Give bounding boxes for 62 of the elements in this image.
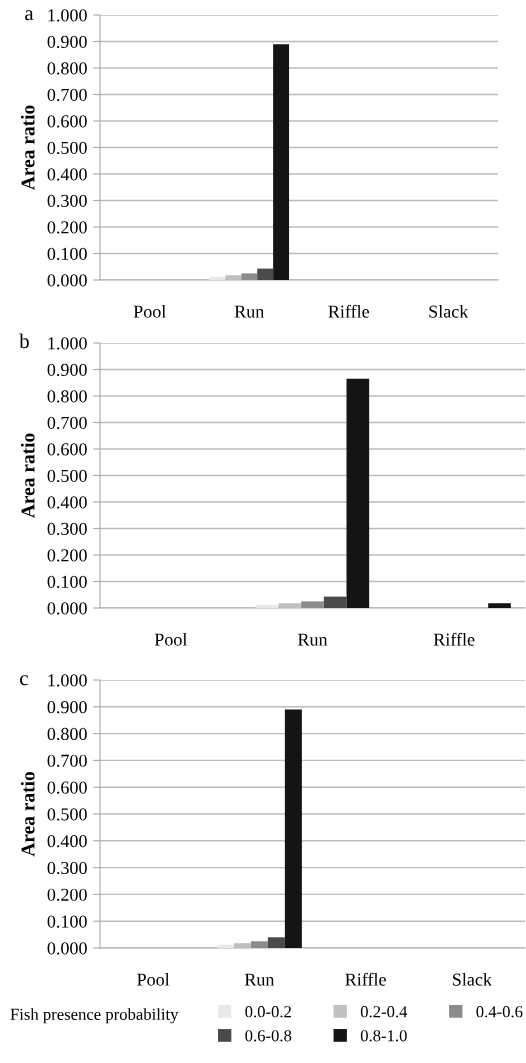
y-tick-label: 1.000: [48, 674, 87, 687]
x-tick-label: Riffle: [328, 304, 370, 318]
y-tick-label: 0.800: [47, 727, 87, 741]
y-tick-label: 0.400: [47, 496, 87, 509]
y-tick-label: 0.000: [47, 942, 87, 955]
bar: [323, 596, 347, 608]
legend-label: 0.8-1.0: [360, 1030, 407, 1042]
y-tick-label: 0.500: [47, 141, 87, 155]
x-tick-label: Pool: [137, 973, 170, 986]
y-tick-label: 0.300: [47, 522, 87, 536]
x-tick-label: Run: [244, 973, 275, 986]
legend-label: 0.4-0.6: [476, 1006, 523, 1018]
y-tick-label: 0.200: [47, 549, 87, 562]
legend-label: 0.2-0.4: [360, 1006, 408, 1018]
y-tick-label: 0.200: [47, 888, 87, 901]
y-tick-label: 0.100: [47, 575, 87, 589]
bar: [301, 601, 324, 608]
x-tick-label: Run: [234, 305, 265, 318]
y-tick-label: 0.700: [47, 416, 87, 430]
x-tick-label: Riffle: [345, 972, 386, 986]
bar: [255, 604, 279, 608]
y-tick-label: 0.400: [47, 835, 87, 848]
y-tick-label: 0.100: [47, 915, 87, 928]
y-tick-label: 0.100: [47, 247, 87, 261]
y-tick-label: 0.900: [47, 363, 87, 377]
x-tick-label: Pool: [133, 305, 166, 318]
y-tick-label: 0.700: [47, 88, 87, 102]
y-tick-label: 0.900: [47, 35, 87, 49]
y-tick-label: 0.900: [47, 701, 87, 714]
y-tick-label: 0.500: [47, 469, 87, 483]
y-tick-label: 0.000: [47, 602, 87, 615]
legend-label: 0.6-0.8: [245, 1030, 292, 1042]
y-tick-label: 0.800: [47, 62, 87, 75]
y-tick-label: 0.000: [47, 274, 87, 287]
chart-title: a: [25, 10, 34, 21]
x-tick-label: Pool: [154, 633, 188, 646]
y-axis-title: Area ratio: [20, 771, 35, 857]
y-tick-label: 0.300: [47, 861, 87, 875]
x-tick-label: Riffle: [433, 632, 475, 646]
bar: [346, 378, 370, 608]
bar: [278, 603, 302, 608]
y-tick-label: 1.000: [48, 337, 87, 350]
y-tick-label: 0.700: [47, 754, 87, 767]
y-tick-label: 0.200: [47, 221, 87, 234]
y-tick-label: 0.600: [47, 781, 87, 794]
x-tick-label: Slack: [429, 305, 469, 318]
y-tick-label: 0.400: [47, 168, 87, 181]
y-axis-title: Area ratio: [20, 105, 35, 191]
chart-title: b: [19, 333, 29, 349]
x-tick-label: Slack: [453, 973, 492, 986]
y-tick-label: 0.500: [47, 808, 87, 821]
y-tick-label: 1.000: [48, 9, 87, 22]
y-tick-label: 0.600: [47, 115, 87, 128]
x-tick-label: Run: [297, 633, 328, 646]
bar: [488, 603, 511, 608]
y-tick-label: 0.600: [47, 443, 87, 456]
y-tick-label: 0.800: [47, 390, 87, 403]
legend-title: Fish presence probability: [10, 1008, 179, 1024]
y-axis-title: Area ratio: [20, 433, 35, 519]
legend-label: 0.0-0.2: [245, 1006, 291, 1018]
y-tick-label: 0.300: [47, 194, 87, 208]
chart-title: c: [20, 675, 28, 686]
